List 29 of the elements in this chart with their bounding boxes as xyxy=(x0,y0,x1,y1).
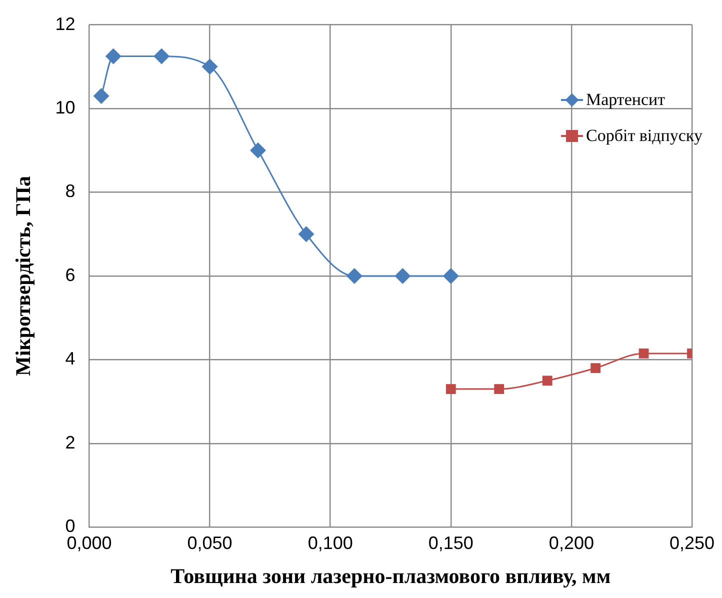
y-tick-label: 8 xyxy=(65,181,76,202)
y-tick-label: 6 xyxy=(65,264,76,285)
x-tick-label: 0,250 xyxy=(669,532,715,553)
x-tick-label: 0,100 xyxy=(308,532,353,553)
y-axis-title: Мікротвердість, ГПа xyxy=(11,176,36,376)
point xyxy=(590,363,601,374)
point xyxy=(202,58,218,75)
y-tick-label: 10 xyxy=(55,98,76,118)
point xyxy=(346,268,362,284)
point xyxy=(542,376,552,386)
point xyxy=(442,268,459,284)
x-axis-title: Товщина зони лазерно-плазмового впливу, мм xyxy=(170,564,611,588)
point xyxy=(250,142,266,158)
point xyxy=(494,384,504,394)
point xyxy=(298,226,314,242)
y-tick-label: 4 xyxy=(65,348,76,369)
point xyxy=(394,268,411,284)
legend-label: Сорбіт відпуску xyxy=(586,126,702,146)
legend-label: Мартенсит xyxy=(586,90,666,110)
x-tick-label: 0,050 xyxy=(187,532,232,553)
point xyxy=(154,48,170,64)
y-tick-label: 12 xyxy=(55,14,76,34)
point xyxy=(446,384,456,394)
point xyxy=(105,48,122,64)
y-tick-label: 2 xyxy=(65,432,76,452)
x-tick-label: 0,200 xyxy=(548,532,594,553)
x-tick-label: 0,150 xyxy=(428,532,474,553)
point xyxy=(638,348,649,358)
point xyxy=(93,88,110,104)
